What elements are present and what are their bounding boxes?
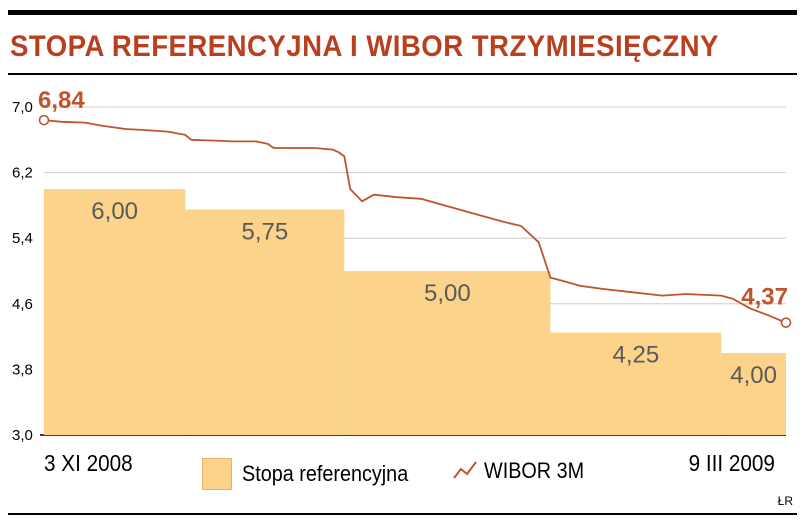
y-tick-label: 3,8 <box>12 361 33 378</box>
y-tick-label: 3,0 <box>12 427 33 444</box>
x-start-label: 3 XI 2008 <box>44 450 133 476</box>
wibor-series <box>38 114 792 328</box>
y-tick-label: 4,6 <box>12 296 33 313</box>
bar-value-label: 4,00 <box>730 362 777 389</box>
bar-value-label: 4,25 <box>612 342 659 369</box>
reference-rate-bar <box>185 209 345 435</box>
data-labels: 6,00 5,75 5,00 4,25 4,00 6,84 4,37 <box>38 87 788 389</box>
reference-rate-bar <box>550 332 722 435</box>
wibor-end-label: 4,37 <box>741 284 788 311</box>
title-rule <box>8 73 797 75</box>
legend-wibor: WIBOR 3M <box>452 458 595 484</box>
reference-rate-bar <box>44 189 186 435</box>
wibor-start-label: 6,84 <box>38 87 85 114</box>
reference-rate-steps <box>44 189 786 435</box>
reference-rate-bar <box>721 353 786 435</box>
legend-label-wibor: WIBOR 3M <box>484 458 585 483</box>
legend-line-icon <box>453 461 477 479</box>
bottom-rule <box>8 513 797 515</box>
y-tick-label: 6,2 <box>12 165 33 182</box>
chart-title: STOPA REFERENCYJNA I WIBOR TRZYMIESIĘCZN… <box>10 30 719 63</box>
wibor-start-point <box>38 114 50 126</box>
bar-value-label: 5,00 <box>424 280 471 307</box>
author-credit: ŁR <box>777 494 793 508</box>
wibor-end-point <box>780 317 792 328</box>
y-tick-label: 5,4 <box>12 230 33 247</box>
y-axis-ticks: 3,0 3,8 4,6 5,4 6,2 7,0 <box>12 99 33 444</box>
legend-reference-rate: Stopa referencyjna <box>202 458 427 490</box>
y-tick-label: 7,0 <box>12 99 33 116</box>
legend-swatch <box>202 458 232 490</box>
bar-value-label: 6,00 <box>91 198 138 225</box>
legend-label-reference-rate: Stopa referencyjna <box>242 461 409 486</box>
bar-value-label: 5,75 <box>241 219 288 246</box>
x-end-label: 9 III 2009 <box>688 450 775 476</box>
top-rule <box>8 10 797 15</box>
reference-rate-bar <box>344 271 551 435</box>
wibor-line <box>43 119 787 324</box>
